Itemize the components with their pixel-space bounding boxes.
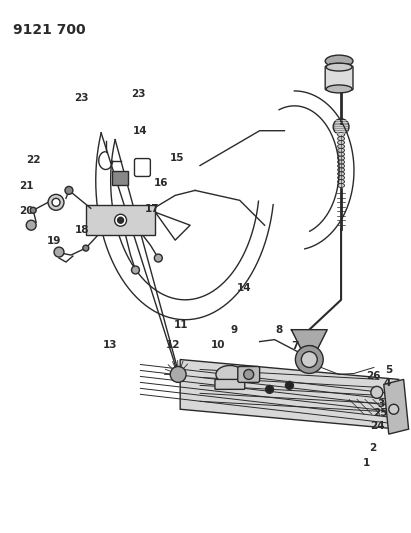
Text: 23: 23 [74, 93, 88, 103]
Text: 6: 6 [306, 345, 313, 356]
Circle shape [244, 369, 254, 379]
Circle shape [286, 382, 293, 389]
Ellipse shape [337, 164, 344, 168]
Ellipse shape [337, 180, 344, 183]
Ellipse shape [337, 144, 344, 148]
Text: 15: 15 [170, 153, 184, 163]
Text: 10: 10 [210, 340, 225, 350]
FancyBboxPatch shape [112, 172, 127, 185]
Circle shape [301, 352, 317, 367]
Text: 21: 21 [19, 181, 34, 191]
Text: 19: 19 [46, 236, 61, 246]
Text: 20: 20 [19, 206, 34, 216]
Ellipse shape [337, 183, 344, 188]
Text: 16: 16 [153, 177, 168, 188]
Ellipse shape [337, 168, 344, 172]
Circle shape [296, 345, 323, 374]
Circle shape [170, 367, 186, 382]
Text: 12: 12 [166, 340, 180, 350]
Ellipse shape [326, 63, 352, 71]
Text: 1: 1 [363, 458, 370, 467]
Text: 8: 8 [275, 325, 283, 335]
Text: 4: 4 [383, 378, 391, 388]
Text: 17: 17 [145, 204, 160, 214]
Text: 11: 11 [174, 320, 188, 330]
Ellipse shape [325, 55, 353, 67]
Polygon shape [86, 205, 155, 235]
Circle shape [65, 187, 73, 195]
Text: 3: 3 [377, 399, 385, 409]
Polygon shape [384, 379, 409, 434]
Ellipse shape [337, 176, 344, 180]
Text: 22: 22 [26, 156, 40, 165]
Text: 14: 14 [237, 282, 252, 293]
FancyBboxPatch shape [238, 367, 260, 382]
Ellipse shape [337, 160, 344, 164]
FancyBboxPatch shape [325, 66, 353, 90]
Circle shape [115, 214, 127, 226]
Circle shape [26, 220, 36, 230]
Text: 13: 13 [102, 340, 117, 350]
Ellipse shape [337, 133, 344, 136]
Ellipse shape [326, 85, 352, 93]
Circle shape [83, 245, 89, 251]
Text: 7: 7 [292, 341, 299, 351]
Ellipse shape [337, 136, 344, 141]
Text: 25: 25 [373, 408, 388, 418]
Ellipse shape [337, 141, 344, 144]
Text: 9: 9 [231, 325, 238, 335]
Ellipse shape [337, 172, 344, 176]
Ellipse shape [337, 156, 344, 160]
Text: 23: 23 [131, 89, 145, 99]
Circle shape [155, 254, 162, 262]
Polygon shape [291, 330, 327, 350]
Circle shape [266, 385, 274, 393]
Circle shape [389, 404, 399, 414]
Ellipse shape [337, 148, 344, 152]
FancyBboxPatch shape [215, 379, 245, 389]
Text: 18: 18 [75, 225, 90, 236]
Text: 9121 700: 9121 700 [13, 23, 86, 37]
Polygon shape [180, 360, 399, 429]
Ellipse shape [216, 366, 244, 383]
Text: 2: 2 [369, 443, 376, 453]
Text: 14: 14 [133, 126, 148, 136]
Circle shape [118, 217, 124, 223]
Text: 24: 24 [369, 421, 384, 431]
Circle shape [371, 386, 383, 398]
Circle shape [333, 119, 349, 135]
Circle shape [48, 195, 64, 211]
Text: 26: 26 [367, 371, 381, 381]
Circle shape [52, 198, 60, 206]
Text: 5: 5 [386, 365, 393, 375]
Circle shape [132, 266, 139, 274]
Circle shape [54, 247, 64, 257]
Circle shape [30, 207, 36, 213]
Ellipse shape [337, 152, 344, 156]
